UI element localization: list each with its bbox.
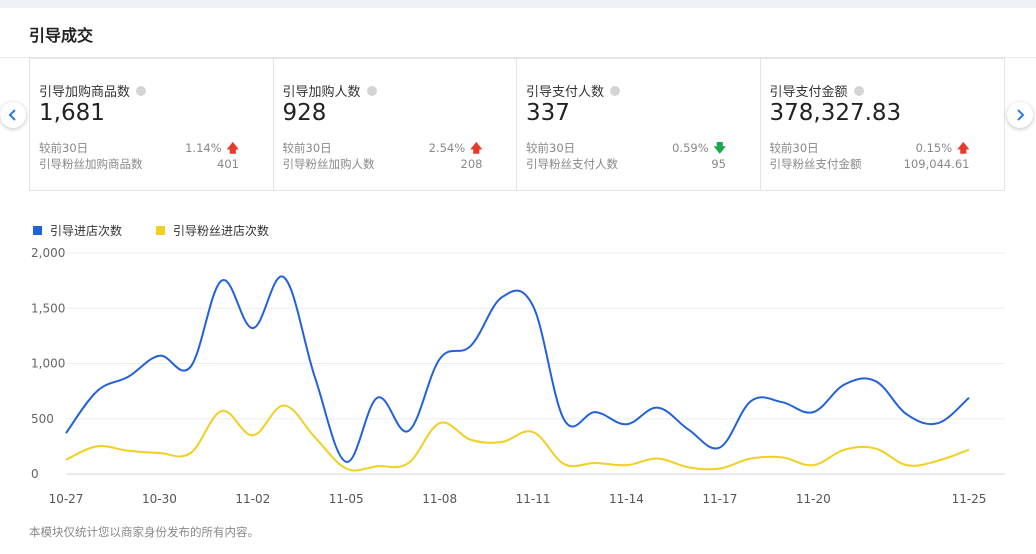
info-icon[interactable] — [853, 85, 864, 96]
metric-cards: 引导加购商品数 1,681 较前30日 1.14% 🡅 引导粉丝加购商品数 401… — [29, 58, 1005, 191]
metric-card[interactable]: 引导支付金额 378,327.83 较前30日 0.15% 🡅 引导粉丝支付金额 … — [761, 59, 1005, 190]
metric-label: 引导加购人数 — [282, 85, 361, 100]
series-line-0 — [65, 275, 970, 463]
legend-item-visits[interactable]: 引导进店次数 — [33, 222, 122, 239]
y-tick-label: 1,500 — [31, 301, 65, 315]
chevron-right-icon — [1017, 109, 1025, 121]
fan-row: 引导粉丝支付金额 109,044.61 — [770, 156, 970, 172]
legend-item-fan-visits[interactable]: 引导粉丝进店次数 — [156, 222, 269, 239]
fan-row: 引导粉丝加购商品数 401 — [39, 156, 239, 172]
page-title: 引导成交 — [29, 26, 94, 45]
metric-card[interactable]: 引导加购商品数 1,681 较前30日 1.14% 🡅 引导粉丝加购商品数 401 — [30, 59, 274, 190]
y-tick-label: 500 — [31, 412, 54, 426]
metric-label: 引导加购商品数 — [39, 85, 131, 100]
fan-value: 401 — [217, 157, 239, 171]
metric-value: 1,681 — [39, 100, 105, 126]
metric-card[interactable]: 引导支付人数 337 较前30日 0.59% 🡇 引导粉丝支付人数 95 — [517, 59, 761, 190]
trend-down-icon: 🡇 — [713, 141, 726, 155]
metric-label: 引导支付金额 — [769, 85, 848, 100]
x-tick-label: 10-27 — [49, 492, 84, 506]
fan-value: 95 — [711, 157, 726, 171]
chevron-left-icon — [8, 109, 16, 121]
y-tick-label: 1,000 — [31, 357, 65, 371]
fan-value: 208 — [460, 157, 483, 171]
next-button[interactable] — [1007, 102, 1033, 128]
x-tick-label: 10-30 — [142, 492, 177, 506]
compare-row: 较前30日 0.15% 🡅 — [770, 140, 970, 156]
chart-legend: 引导进店次数 引导粉丝进店次数 — [33, 222, 303, 239]
info-icon[interactable] — [610, 85, 621, 96]
compare-pct: 2.54% — [428, 141, 466, 155]
compare-row: 较前30日 1.14% 🡅 — [39, 140, 239, 156]
legend-label: 引导粉丝进店次数 — [173, 224, 270, 238]
compare-row: 较前30日 0.59% 🡇 — [526, 140, 726, 156]
legend-swatch — [33, 226, 42, 235]
series-line-1 — [65, 404, 970, 472]
fan-row: 引导粉丝加购人数 208 — [283, 156, 483, 172]
prev-button[interactable] — [0, 102, 26, 128]
x-tick-label: 11-20 — [796, 492, 831, 506]
x-tick-label: 11-25 — [952, 492, 987, 506]
fan-label: 引导粉丝支付人数 — [526, 157, 618, 171]
info-icon[interactable] — [136, 85, 147, 96]
metric-value: 337 — [526, 100, 570, 126]
compare-label: 较前30日 — [526, 141, 576, 155]
legend-label: 引导进店次数 — [50, 224, 123, 238]
y-tick-label: 2,000 — [31, 246, 65, 260]
x-tick-label: 11-05 — [329, 492, 364, 506]
y-tick-label: 0 — [31, 467, 39, 481]
x-tick-label: 11-08 — [422, 492, 457, 506]
fan-value: 109,044.61 — [903, 157, 970, 171]
compare-pct: 1.14% — [185, 141, 222, 155]
footnote: 本模块仅统计您以商家身份发布的所有内容。 — [29, 525, 259, 539]
line-chart: 0 500 1,000 1,500 2,000 10-27 10-30 11-02 11-05 1… — [31, 246, 1005, 506]
fan-label: 引导粉丝加购人数 — [282, 157, 375, 171]
trend-up-icon: 🡅 — [470, 141, 483, 155]
compare-label: 较前30日 — [769, 141, 819, 155]
compare-row: 较前30日 2.54% 🡅 — [283, 140, 483, 156]
trend-up-icon: 🡅 — [226, 141, 239, 155]
metric-label: 引导支付人数 — [526, 85, 605, 100]
compare-pct: 0.15% — [915, 141, 953, 155]
x-tick-label: 11-14 — [609, 492, 644, 506]
compare-pct: 0.59% — [672, 141, 709, 155]
metric-card[interactable]: 引导加购人数 928 较前30日 2.54% 🡅 引导粉丝加购人数 208 — [274, 59, 517, 190]
x-tick-label: 11-11 — [516, 492, 551, 506]
metric-value: 378,327.83 — [769, 100, 902, 126]
compare-label: 较前30日 — [282, 141, 332, 155]
header-divider — [0, 57, 1036, 58]
trend-up-icon: 🡅 — [957, 141, 970, 155]
fan-label: 引导粉丝加购商品数 — [39, 157, 143, 171]
x-tick-label: 11-17 — [702, 492, 737, 506]
top-strip — [0, 0, 1036, 8]
fan-label: 引导粉丝支付金额 — [769, 157, 862, 171]
x-tick-label: 11-02 — [235, 492, 270, 506]
fan-row: 引导粉丝支付人数 95 — [526, 156, 726, 172]
compare-label: 较前30日 — [39, 141, 89, 155]
metric-value: 928 — [282, 100, 327, 126]
legend-swatch — [156, 226, 166, 235]
info-icon[interactable] — [366, 85, 377, 96]
